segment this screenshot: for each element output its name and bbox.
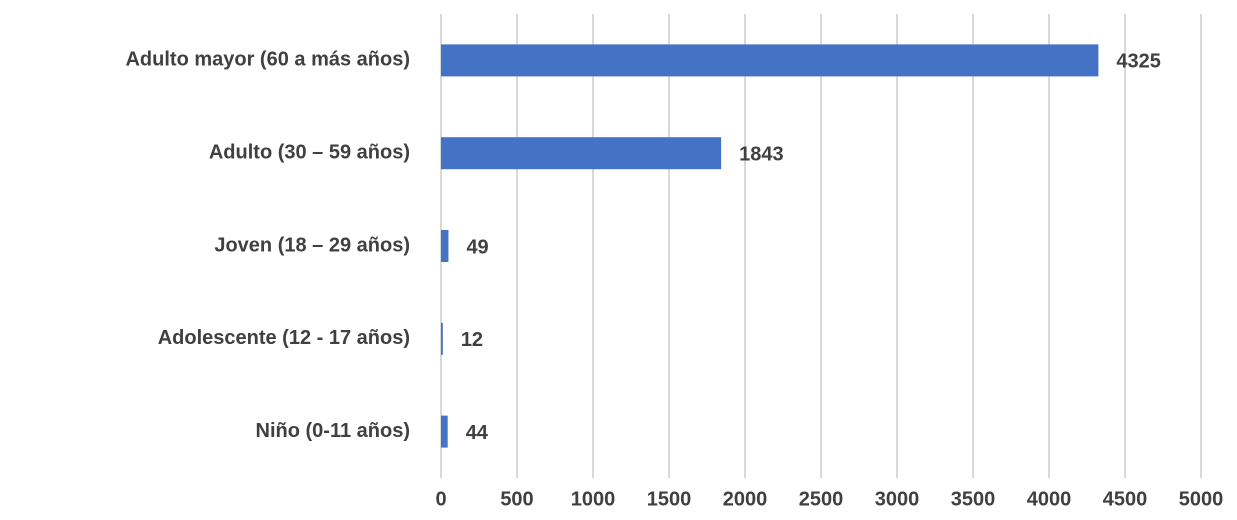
bar [441, 137, 722, 170]
x-tick-label: 2500 [799, 488, 844, 510]
value-label: 1843 [739, 143, 784, 165]
bar [441, 230, 449, 262]
bar [441, 415, 448, 448]
bar [441, 322, 443, 355]
x-tick-label: 5000 [1179, 488, 1224, 510]
x-tick-label: 0 [435, 488, 446, 510]
x-tick-label: 4500 [1103, 488, 1148, 510]
value-label: 12 [461, 329, 483, 351]
x-tick-label: 1000 [571, 488, 616, 510]
x-tick-label: 4000 [1027, 488, 1072, 510]
y-tick-label: Adolescente (12 - 17 años) [158, 327, 410, 349]
value-label: 49 [466, 236, 488, 258]
value-label: 44 [466, 422, 489, 444]
x-tick-label: 3000 [875, 488, 920, 510]
x-tick-label: 500 [500, 488, 533, 510]
y-tick-label: Joven (18 – 29 años) [214, 234, 410, 256]
x-tick-label: 3500 [951, 488, 996, 510]
value-label: 4325 [1116, 51, 1161, 73]
y-tick-label: Adulto mayor (60 a más años) [125, 49, 410, 71]
x-tick-label: 2000 [723, 488, 768, 510]
y-tick-label: Adulto (30 – 59 años) [209, 141, 410, 163]
bar [441, 44, 1099, 77]
y-tick-label: Niño (0-11 años) [256, 420, 410, 442]
x-tick-label: 1500 [647, 488, 692, 510]
